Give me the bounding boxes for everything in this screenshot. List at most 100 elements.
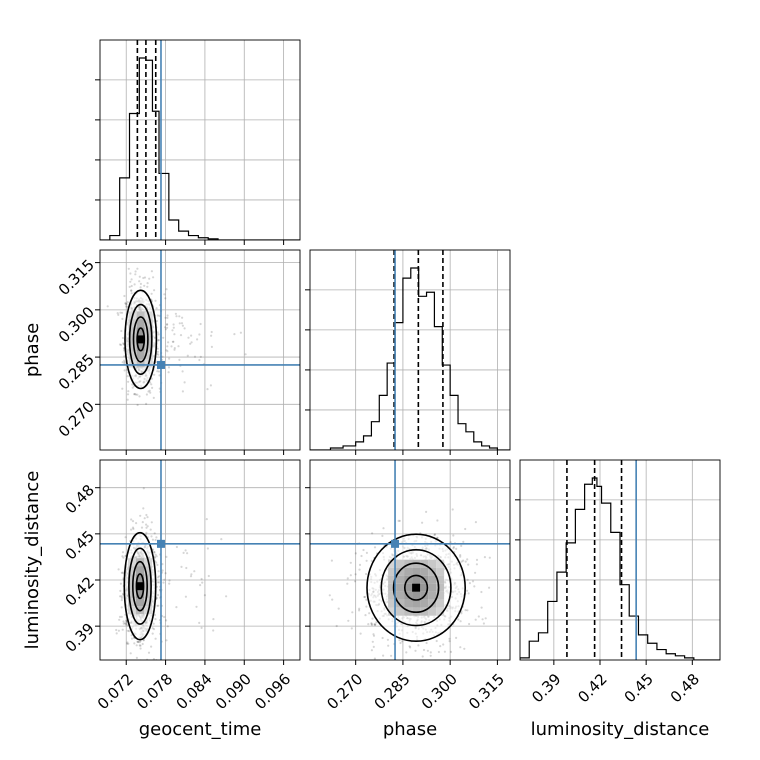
sample-point — [187, 336, 190, 339]
sample-point — [460, 544, 463, 548]
sample-point — [365, 598, 368, 601]
sample-point — [127, 267, 130, 270]
sample-point — [138, 644, 141, 647]
sample-point — [121, 571, 124, 574]
sample-point — [162, 336, 165, 339]
sample-point — [466, 578, 469, 582]
sample-point — [130, 284, 133, 288]
sample-point — [126, 398, 129, 401]
sample-point — [455, 636, 458, 640]
sample-point — [170, 345, 173, 348]
sample-point — [166, 350, 169, 353]
sample-point — [122, 622, 125, 625]
sample-point — [157, 593, 160, 597]
sample-point — [381, 636, 384, 640]
sample-point — [127, 390, 130, 393]
sample-point — [126, 641, 129, 644]
sample-point — [151, 386, 154, 389]
sample-point — [181, 370, 184, 373]
sample-point — [152, 622, 155, 625]
sample-point — [133, 283, 136, 286]
sample-point — [373, 623, 376, 626]
sample-point — [414, 649, 417, 652]
sample-point — [143, 276, 147, 279]
sample-point — [382, 654, 385, 657]
sample-point — [120, 606, 123, 609]
sample-point — [459, 646, 462, 649]
x-axis-label-luminosity-distance: luminosity_distance — [531, 719, 710, 740]
x-tick-label: 0.45 — [621, 670, 657, 706]
sample-point — [156, 352, 159, 355]
sample-point — [200, 626, 203, 630]
sample-point — [459, 555, 462, 558]
sample-point — [126, 301, 129, 304]
sample-point — [212, 618, 215, 621]
sample-point — [372, 645, 375, 649]
sample-point — [353, 580, 357, 583]
sample-point — [157, 339, 160, 342]
sample-point — [460, 612, 463, 615]
sample-point — [120, 615, 123, 619]
sample-point — [124, 536, 127, 539]
sample-point — [163, 578, 166, 581]
sample-point — [137, 640, 140, 644]
sample-point — [158, 374, 161, 377]
sample-point — [368, 612, 371, 615]
histogram-luminosity-distance — [520, 477, 720, 660]
sample-point — [460, 560, 463, 563]
sample-point — [199, 584, 202, 587]
sample-point — [189, 575, 193, 578]
sample-point — [146, 282, 149, 285]
sample-point — [328, 594, 331, 597]
y-tick-label: 0.39 — [62, 619, 98, 655]
sample-point — [390, 654, 393, 657]
sample-point — [173, 333, 176, 336]
sample-point — [433, 533, 436, 537]
hist-panel-phase — [305, 249, 511, 455]
sample-point — [121, 592, 125, 596]
sample-point — [139, 647, 142, 650]
sample-point — [136, 640, 139, 643]
sample-point — [371, 617, 374, 620]
sample-point — [199, 355, 202, 358]
sample-point — [480, 606, 483, 609]
sample-point — [178, 315, 181, 318]
sample-point — [156, 581, 159, 584]
sample-point — [387, 644, 390, 647]
sample-point — [120, 596, 123, 600]
sample-point — [168, 582, 171, 585]
sample-point — [136, 267, 139, 270]
x-tick-label: 0.42 — [574, 670, 610, 706]
sample-point — [119, 589, 122, 593]
sample-point — [155, 536, 158, 539]
sample-point — [115, 628, 118, 632]
y-tick-label: 0.300 — [55, 303, 98, 346]
x-tick-label: 0.315 — [465, 670, 508, 713]
sample-point — [133, 642, 136, 645]
sample-point — [172, 340, 175, 343]
sample-point — [382, 527, 385, 530]
sample-point — [121, 387, 124, 390]
sample-point — [155, 596, 158, 600]
sample-point — [153, 532, 156, 535]
sample-point — [426, 649, 429, 652]
sample-point — [183, 381, 186, 384]
sample-point — [179, 334, 183, 337]
sample-point — [128, 285, 131, 288]
sample-point — [154, 637, 157, 640]
sample-point — [365, 605, 368, 608]
sample-point — [150, 645, 153, 648]
sample-point — [370, 622, 373, 625]
sample-point — [156, 370, 159, 373]
sample-point — [172, 323, 175, 326]
sample-point — [150, 270, 153, 273]
sample-point — [167, 341, 170, 344]
sample-point — [145, 513, 148, 517]
density-peak — [412, 583, 421, 592]
sample-point — [206, 388, 209, 391]
sample-point — [141, 521, 144, 524]
sample-point — [156, 350, 160, 353]
sample-point — [132, 527, 135, 531]
sample-point — [151, 632, 154, 635]
